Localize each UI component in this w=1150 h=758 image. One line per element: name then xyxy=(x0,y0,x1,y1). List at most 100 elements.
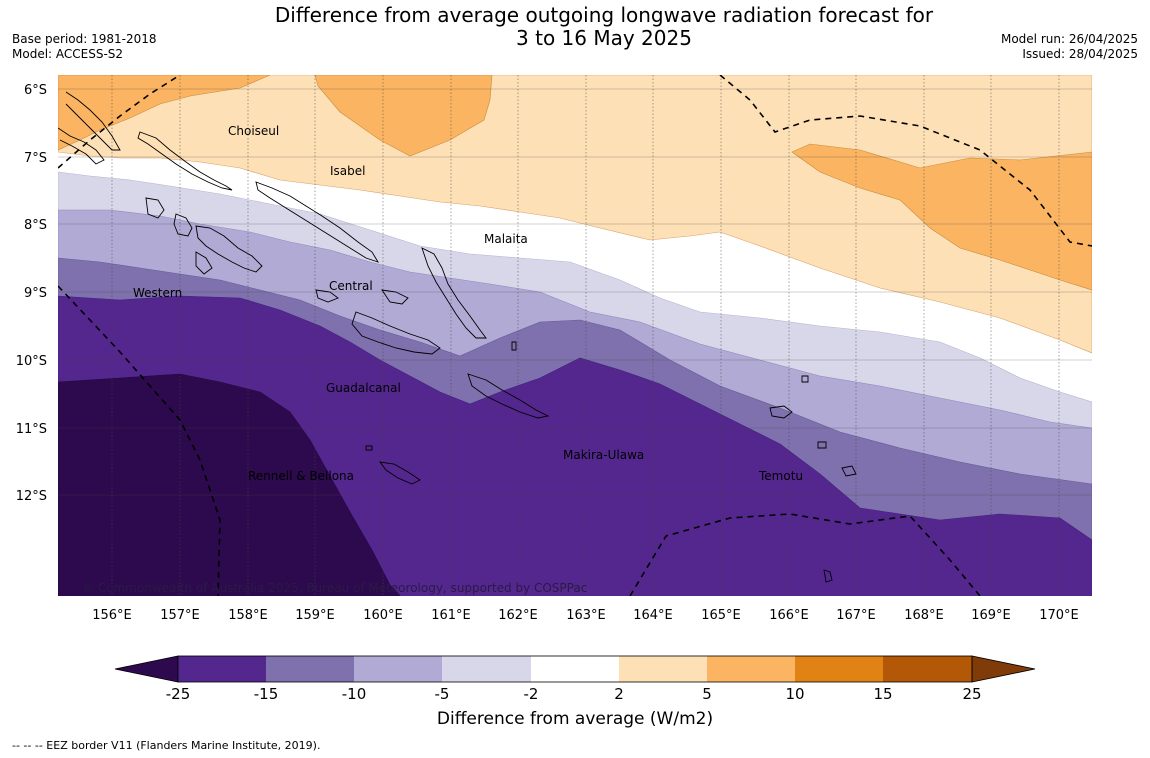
lon-label: 166°E xyxy=(769,608,809,623)
model-name: Model: ACCESS-S2 xyxy=(12,47,124,61)
lon-label: 168°E xyxy=(904,608,944,623)
lon-label: 164°E xyxy=(633,608,673,623)
region-label-malaita: Malaita xyxy=(484,232,528,246)
lat-label: 8°S xyxy=(24,218,47,233)
lat-label: 10°S xyxy=(16,354,47,369)
island-russell xyxy=(381,289,409,305)
lon-label: 163°E xyxy=(566,608,606,623)
eez-border-png-north xyxy=(58,75,181,169)
graticule xyxy=(58,75,1092,596)
title-line-2: 3 to 16 May 2025 xyxy=(516,26,692,50)
eez-border-west xyxy=(58,285,221,596)
island-santa-cruz xyxy=(769,405,793,419)
lon-label: 170°E xyxy=(1039,608,1079,623)
region-label-makira-ulawa: Makira-Ulawa xyxy=(563,448,644,462)
island-ulawa xyxy=(511,341,517,351)
latitude-labels: 6°S 7°S 8°S 9°S 10°S 11°S 12°S xyxy=(16,83,47,504)
island-reef xyxy=(801,375,809,383)
colorbar-extend-low xyxy=(114,655,179,683)
island-florida xyxy=(315,289,339,303)
lat-label: 6°S xyxy=(24,83,47,98)
colorbar-tick: -2 xyxy=(524,685,539,700)
colorbar-tick: 2 xyxy=(614,685,624,700)
map-plot-area: Choiseul Isabel Malaita Western Central … xyxy=(58,75,1092,596)
region-label-isabel: Isabel xyxy=(330,164,365,178)
region-label-choiseul: Choiseul xyxy=(228,124,279,138)
island-vella-lavella xyxy=(145,197,165,219)
region-label-rennell-bellona: Rennell & Bellona xyxy=(248,469,354,483)
region-labels: Choiseul Isabel Malaita Western Central … xyxy=(133,124,803,483)
title-line-1: Difference from average outgoing longwav… xyxy=(274,3,934,27)
lat-label: 11°S xyxy=(16,422,47,437)
island-vanikoro xyxy=(841,465,857,477)
model-run: Model run: 26/04/2025 xyxy=(1000,32,1138,46)
island-bellona xyxy=(365,445,373,451)
island-choiseul xyxy=(137,131,233,191)
contour-orange-right xyxy=(791,143,1092,291)
colorbar-tick: -10 xyxy=(342,685,367,700)
colorbar: -25 -15 -10 -5 -2 2 5 10 15 25 xyxy=(114,655,1036,700)
copyright-text: © Commonwealth of Australia 2025, Bureau… xyxy=(82,581,587,595)
meta-right: Model run: 26/04/2025 Issued: 28/04/2025 xyxy=(1001,32,1138,62)
island-utupua xyxy=(817,441,827,449)
map-figure: Choiseul Isabel Malaita Western Central … xyxy=(16,75,1092,700)
lon-label: 160°E xyxy=(363,608,403,623)
longitude-labels: 156°E 157°E 158°E 159°E 160°E 161°E 162°… xyxy=(92,608,1079,623)
chart-title: Difference from average outgoing longwav… xyxy=(0,4,1150,50)
colorbar-segment xyxy=(619,656,707,682)
eez-borders xyxy=(58,75,1092,596)
colorbar-segment xyxy=(178,656,266,682)
colorbar-extend-high xyxy=(971,655,1036,683)
eez-footnote: -- -- -- EEZ border V11 (Flanders Marine… xyxy=(12,739,321,752)
colorbar-segment xyxy=(795,656,883,682)
base-period: Base period: 1981-2018 xyxy=(12,32,157,46)
colorbar-segment xyxy=(266,656,354,682)
lat-label: 7°S xyxy=(24,151,47,166)
region-label-central: Central xyxy=(329,279,373,293)
eez-border-northeast xyxy=(719,75,1092,247)
colorbar-outline xyxy=(177,655,973,683)
island-bougainville-north xyxy=(65,91,121,151)
region-label-temotu: Temotu xyxy=(758,469,803,483)
lon-label: 167°E xyxy=(836,608,876,623)
eez-border-southeast xyxy=(629,513,981,596)
colorbar-segment xyxy=(707,656,795,682)
island-isabel xyxy=(255,181,380,263)
colorbar-title: Difference from average (W/m2) xyxy=(436,709,714,729)
island-bougainville xyxy=(58,127,105,165)
colorbar-segment xyxy=(354,656,442,682)
issued-date: Issued: 28/04/2025 xyxy=(1022,47,1138,61)
coastlines xyxy=(58,91,857,583)
lon-label: 156°E xyxy=(92,608,132,623)
lon-label: 159°E xyxy=(295,608,335,623)
colorbar-segment xyxy=(883,656,972,682)
lon-label: 157°E xyxy=(160,608,200,623)
colorbar-segment xyxy=(531,656,619,682)
island-malaita xyxy=(421,247,487,339)
island-makira xyxy=(467,373,550,419)
island-rendova xyxy=(195,251,213,275)
colorbar-tick: 25 xyxy=(962,685,981,700)
island-new-georgia-2 xyxy=(195,225,263,273)
island-new-georgia xyxy=(173,213,193,237)
lat-label: 9°S xyxy=(24,286,47,301)
lon-label: 162°E xyxy=(498,608,538,623)
lon-label: 158°E xyxy=(228,608,268,623)
lon-label: 161°E xyxy=(431,608,471,623)
colorbar-tick: -15 xyxy=(254,685,279,700)
colorbar-tick: 10 xyxy=(785,685,804,700)
lon-label: 169°E xyxy=(971,608,1011,623)
lon-label: 165°E xyxy=(701,608,741,623)
island-guadalcanal xyxy=(351,311,441,355)
region-label-western: Western xyxy=(133,286,182,300)
colorbar-tick: -25 xyxy=(166,685,191,700)
island-rennell xyxy=(378,461,421,485)
region-label-guadalcanal: Guadalcanal xyxy=(326,381,401,395)
lat-label: 12°S xyxy=(16,489,47,504)
colorbar-tick: 5 xyxy=(702,685,712,700)
island-tikopia xyxy=(823,569,833,583)
contour-orange-topmid xyxy=(314,75,493,157)
meta-left: Base period: 1981-2018 Model: ACCESS-S2 xyxy=(12,32,157,62)
colorbar-segment xyxy=(442,656,531,682)
colorbar-tick: -5 xyxy=(435,685,450,700)
